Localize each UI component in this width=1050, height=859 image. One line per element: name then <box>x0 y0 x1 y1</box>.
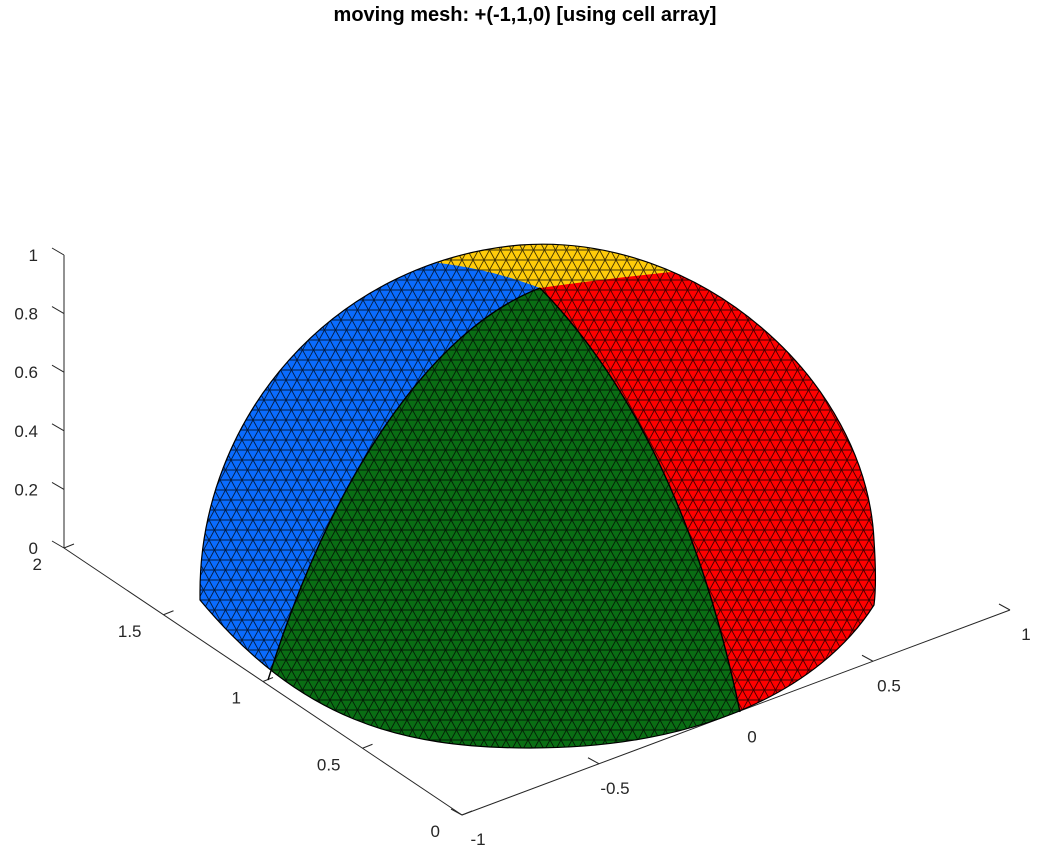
hemisphere-surface <box>199 243 877 749</box>
x-axis-tick-label: -1 <box>470 830 485 849</box>
y-axis-tick-label: 1.5 <box>118 622 142 641</box>
y-axis-tick <box>461 810 473 816</box>
y-axis-tick-label: 0.5 <box>317 755 341 774</box>
x-axis-tick <box>861 654 874 662</box>
z-axis-tick <box>51 306 65 315</box>
z-axis-tick <box>51 364 65 373</box>
axis-ticks: 0 0.2 0.4 0.6 0.8 1 0 0.5 1 1.5 2 -1 -0.5 0 0.5 1 <box>14 246 1030 849</box>
chart-title: moving mesh: +(-1,1,0) [using cell array… <box>333 4 717 26</box>
z-axis-tick-label: 0 <box>29 539 38 558</box>
z-axis-tick <box>51 423 65 432</box>
x-axis-tick <box>587 757 600 765</box>
z-axis-tick-label: 0.4 <box>14 422 38 441</box>
z-axis-tick-label: 1 <box>29 246 38 265</box>
z-axis-tick-label: 0.2 <box>14 480 38 499</box>
y-axis-tick <box>163 610 174 616</box>
z-axis-tick-label: 0.8 <box>14 305 38 324</box>
x-axis-tick <box>450 808 463 816</box>
mesh-lines <box>200 244 876 748</box>
surface-outline <box>199 243 877 749</box>
y-axis-tick-label: 2 <box>33 555 42 574</box>
z-axis-tick-label: 0.6 <box>14 363 38 382</box>
y-axis-tick-label: 0 <box>431 822 440 841</box>
x-axis-tick-label: 0.5 <box>877 676 901 695</box>
y-axis-tick <box>362 743 373 749</box>
x-axis-tick <box>998 603 1011 611</box>
y-axis-tick-label: 1 <box>232 689 241 708</box>
patch-boundary <box>267 287 541 681</box>
x-axis-tick-label: 1 <box>1021 625 1030 644</box>
y-axis-tick <box>63 543 75 549</box>
z-axis-tick <box>51 247 65 256</box>
patch-boundary <box>539 287 741 713</box>
z-axis-tick <box>51 481 65 490</box>
x-axis-tick-label: -0.5 <box>600 779 629 798</box>
z-axis-tick <box>51 540 65 549</box>
x-axis-tick-label: 0 <box>747 728 756 747</box>
